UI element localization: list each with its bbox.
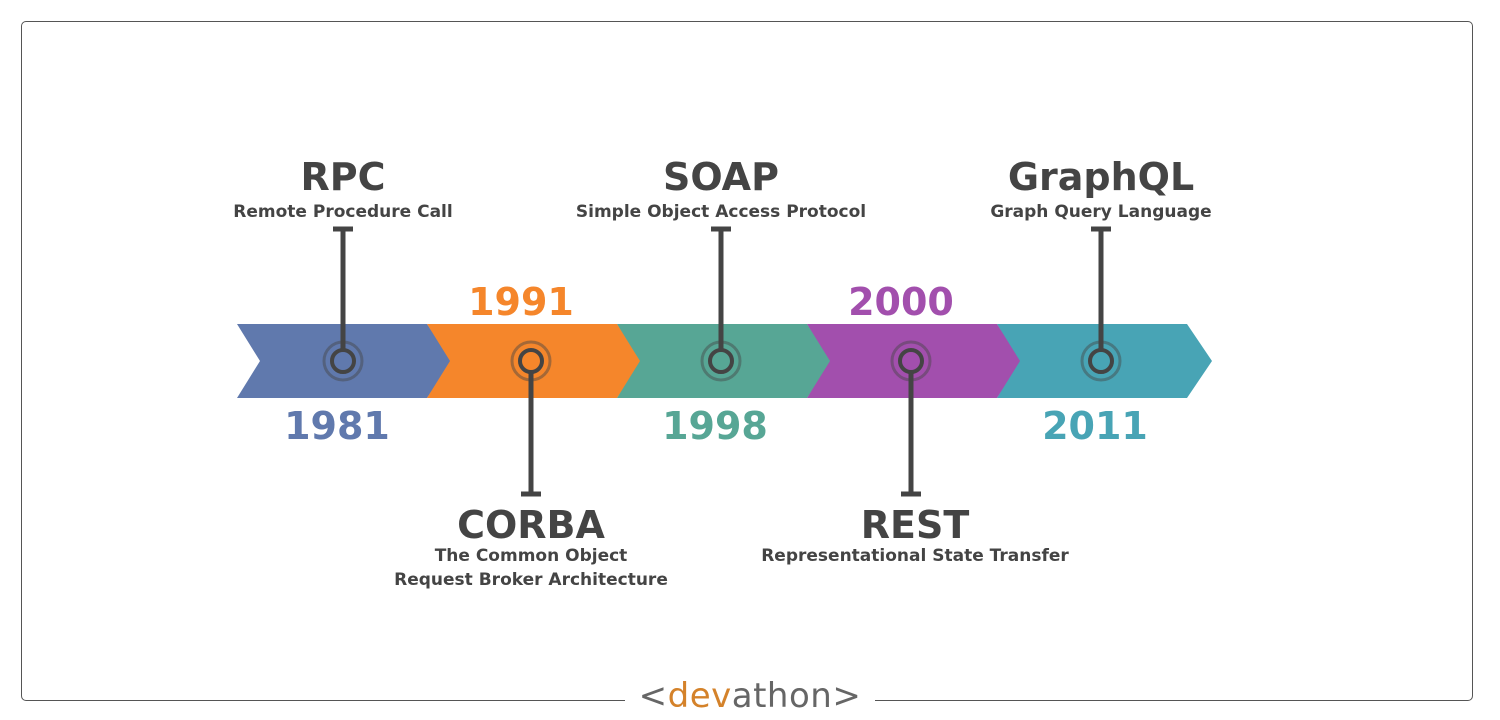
brand-right-bracket: > [832, 676, 862, 716]
timeline-arrow-1998 [617, 324, 832, 398]
milestone-title-corba: CORBA [457, 503, 605, 547]
milestone-subtitle-soap: Simple Object Access Protocol [576, 202, 866, 222]
milestone-title-soap: SOAP [663, 155, 779, 199]
milestone-subtitle-graphql: Graph Query Language [990, 202, 1211, 222]
devathon-logo: <devathon> [625, 672, 875, 720]
timeline-arrow-1981 [237, 324, 452, 398]
milestone-title-rpc: RPC [301, 155, 386, 199]
timeline-arrow-2011 [997, 324, 1212, 398]
milestone-year-1981: 1981 [284, 404, 390, 448]
milestone-subtitle-rpc: Remote Procedure Call [233, 202, 452, 222]
milestone-year-1998: 1998 [662, 404, 768, 448]
milestone-year-2011: 2011 [1042, 404, 1148, 448]
timeline-arrow-1991 [427, 324, 642, 398]
milestone-title-graphql: GraphQL [1008, 155, 1194, 199]
brand-accent: dev [667, 676, 732, 716]
milestone-title-rest: REST [861, 503, 970, 547]
milestone-subtitle-corba: The Common Object [435, 546, 628, 566]
brand-rest: athon [731, 676, 833, 716]
brand-left-bracket: < [638, 676, 668, 716]
timeline-arrow-2000 [807, 324, 1022, 398]
milestone-subtitle-rest: Representational State Transfer [761, 546, 1069, 566]
milestone-year-2000: 2000 [848, 280, 954, 324]
timeline-stems [333, 226, 1111, 497]
milestone-year-1991: 1991 [468, 280, 574, 324]
timeline-arrows [237, 324, 1212, 398]
milestone-subtitle-corba: Request Broker Architecture [394, 570, 668, 590]
